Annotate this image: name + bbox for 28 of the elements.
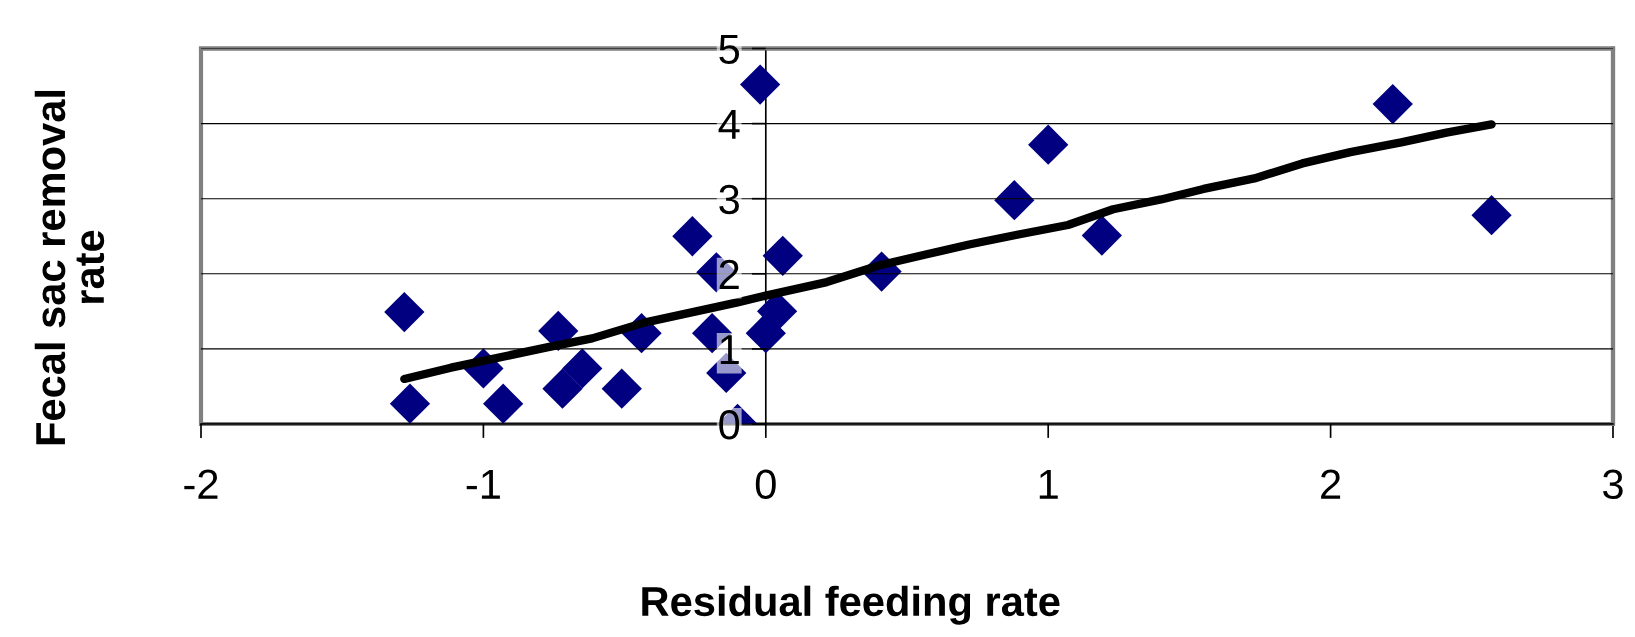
point — [542, 368, 583, 409]
point — [1372, 83, 1413, 125]
point — [1028, 124, 1069, 165]
point — [672, 216, 713, 257]
y-axis-title: Fecal sac removal rate — [34, 90, 105, 445]
x-tick-label: 3 — [1603, 469, 1623, 500]
y-tick-label: 3 — [719, 184, 739, 215]
y-tick-label: 1 — [720, 335, 739, 364]
point — [1471, 195, 1512, 236]
point — [384, 291, 425, 333]
y-tick-label: 5 — [719, 34, 740, 65]
y-tick-label: 4 — [718, 110, 740, 139]
x-tick-label: 1 — [1039, 469, 1058, 499]
point — [1081, 215, 1122, 256]
x-axis-title: Residual feeding rate — [642, 585, 1060, 625]
x-tick-label: -1 — [466, 469, 500, 499]
point — [994, 180, 1035, 221]
x-tick-label: 0 — [755, 469, 776, 500]
point — [483, 383, 524, 424]
point — [601, 368, 642, 409]
x-tick-label: -2 — [184, 469, 218, 499]
point — [389, 383, 431, 424]
point — [762, 235, 803, 276]
y-tick-label: 2 — [719, 259, 739, 289]
x-tick-label: 2 — [1321, 469, 1341, 499]
point — [740, 64, 781, 105]
point — [562, 348, 603, 389]
y-tick-label: 0 — [719, 410, 740, 440]
